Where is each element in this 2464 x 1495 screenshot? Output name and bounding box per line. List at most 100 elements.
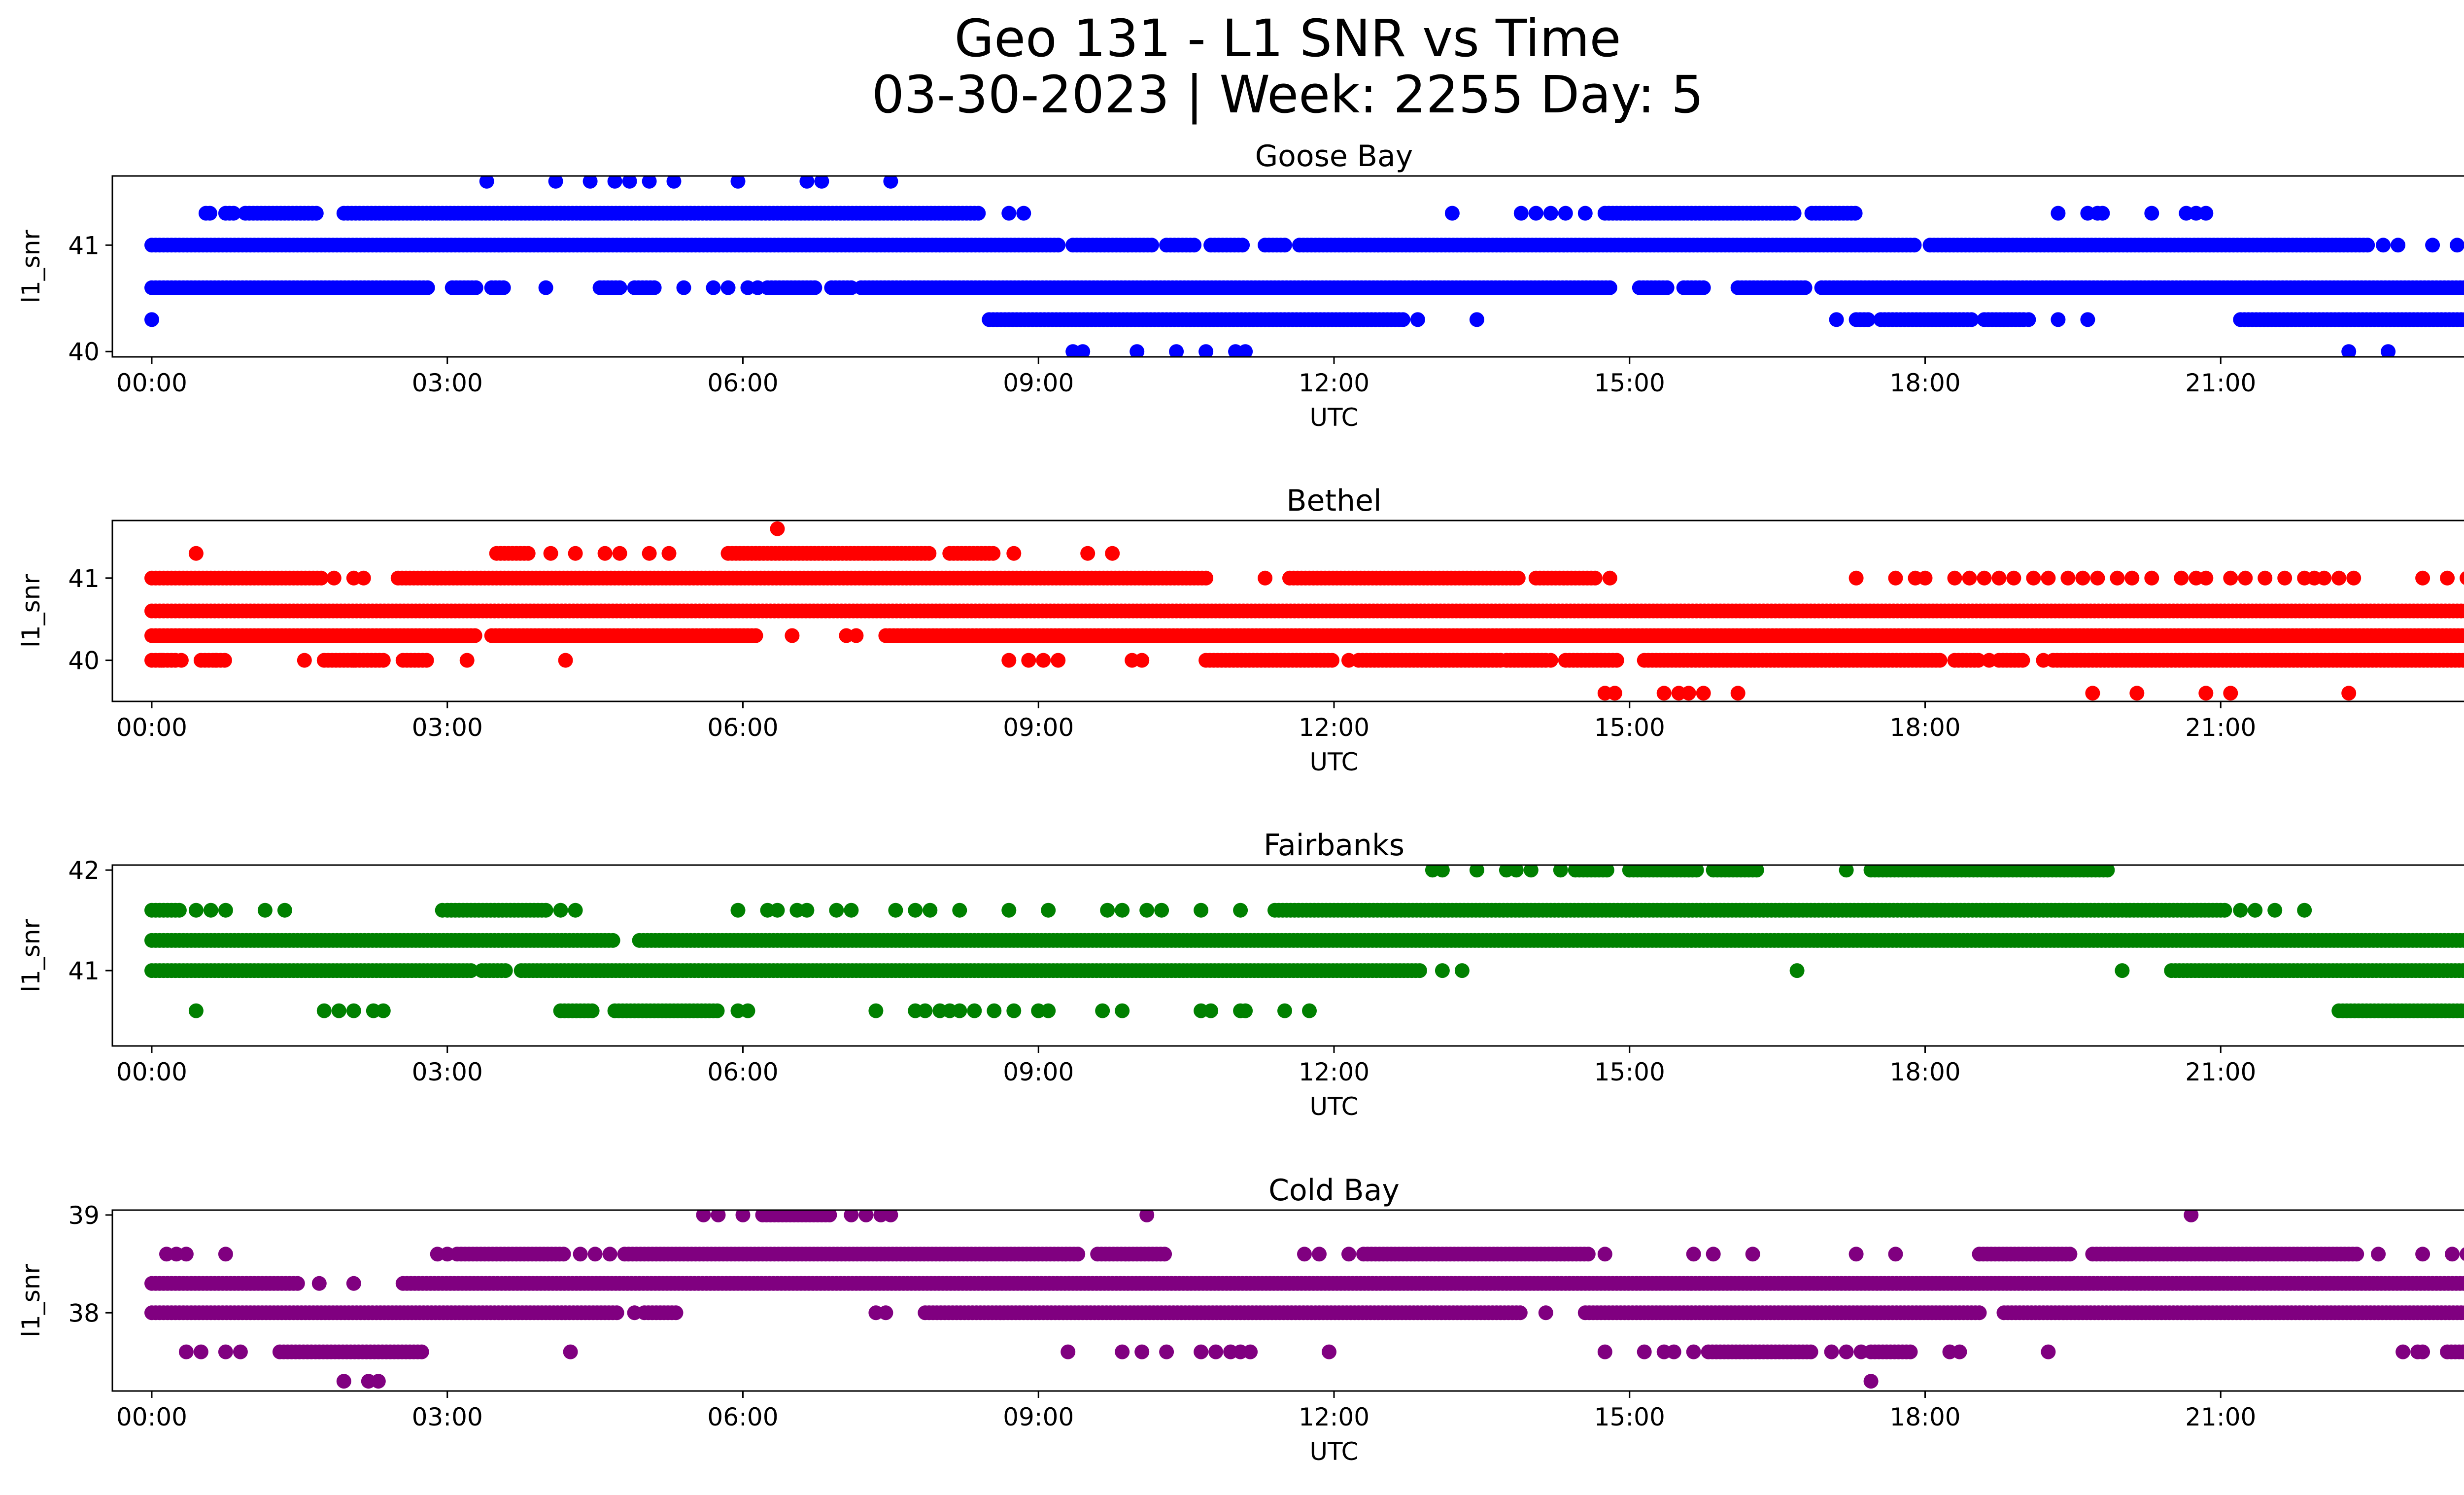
panel-fairbanks: 00:00 03:00 06:00 09:00 12:00 15:00 18:00 21:00… <box>17 828 2464 1121</box>
data-point <box>597 546 613 561</box>
data-point <box>2258 570 2273 586</box>
data-point <box>1848 570 1864 586</box>
data-point <box>1786 206 1802 221</box>
data-point <box>1848 206 1863 221</box>
data-point <box>1233 903 1248 918</box>
data-point <box>376 653 391 668</box>
data-point <box>1932 653 1948 668</box>
data-point <box>1982 653 1997 668</box>
x-tick-label: 12:00 <box>1299 369 1369 397</box>
y-tick-label: 40 <box>68 338 100 366</box>
data-point <box>538 903 553 918</box>
data-point <box>173 653 189 668</box>
data-point <box>1602 570 1617 586</box>
x-tick-label: 09:00 <box>1003 713 1074 742</box>
data-point <box>642 546 657 561</box>
data-point <box>1681 686 1696 701</box>
data-points-bethel <box>144 521 2464 701</box>
y-axis-label: l1_snr <box>17 574 45 648</box>
data-point <box>799 903 815 918</box>
data-point <box>952 903 967 918</box>
data-point <box>922 546 937 561</box>
data-point <box>1543 206 1558 221</box>
data-point <box>2267 903 2283 918</box>
data-point <box>1075 344 1091 357</box>
data-point <box>1194 903 1209 918</box>
data-point <box>1689 865 1704 878</box>
data-point <box>2223 686 2238 701</box>
x-tick-label: 18:00 <box>1889 713 1960 742</box>
data-point <box>1412 963 1427 978</box>
data-point <box>849 628 864 643</box>
data-point <box>2110 570 2125 586</box>
data-point <box>1523 865 1539 878</box>
data-point <box>1659 280 1675 295</box>
data-point <box>2317 570 2332 586</box>
x-axis-label: UTC <box>1309 403 1358 432</box>
data-point <box>202 206 217 221</box>
x-tick-label: 06:00 <box>707 369 778 397</box>
data-point <box>1139 903 1155 918</box>
data-point <box>2463 631 2464 640</box>
data-point <box>1051 238 1066 253</box>
data-point <box>356 570 371 586</box>
x-tick-label: 15:00 <box>1594 369 1665 397</box>
data-point <box>1435 865 1450 878</box>
data-point <box>313 570 329 586</box>
data-point <box>1277 238 1292 253</box>
data-point <box>1198 570 1214 586</box>
data-point <box>582 176 598 189</box>
data-point <box>2381 344 2396 357</box>
data-point <box>2376 238 2391 253</box>
data-point <box>2036 653 2051 668</box>
data-points-goose-bay <box>144 176 2464 357</box>
data-point <box>2331 570 2347 586</box>
data-point <box>1602 280 1617 295</box>
data-point <box>1341 653 1356 668</box>
data-point <box>520 546 536 561</box>
data-point <box>908 903 923 918</box>
data-point <box>844 903 859 918</box>
data-point <box>814 176 829 189</box>
data-point <box>2144 570 2159 586</box>
data-point <box>1134 653 1150 668</box>
data-point <box>2238 570 2253 586</box>
data-point <box>1907 238 1922 253</box>
data-point <box>2129 686 2145 701</box>
data-point <box>171 903 187 918</box>
data-point <box>1100 903 1115 918</box>
data-point <box>1577 206 1593 221</box>
data-point <box>2198 686 2214 701</box>
data-point <box>1395 312 1410 327</box>
data-point <box>203 903 218 918</box>
data-point <box>188 546 204 561</box>
data-point <box>2198 206 2214 221</box>
data-point <box>923 903 938 918</box>
data-point <box>226 206 241 221</box>
data-point <box>661 546 677 561</box>
data-point <box>1129 344 1145 357</box>
data-point <box>2341 344 2357 357</box>
data-point <box>2090 570 2105 586</box>
data-point <box>1041 903 1056 918</box>
figure-title-line-1: Geo 131 - L1 SNR vs Time <box>954 8 1621 69</box>
data-point <box>498 963 513 978</box>
data-point <box>647 280 662 295</box>
data-point <box>2277 570 2293 586</box>
x-tick-label: 18:00 <box>1889 369 1960 397</box>
y-tick-label: 40 <box>68 647 100 675</box>
data-point <box>1696 686 1711 701</box>
data-point <box>971 206 986 221</box>
data-point <box>1599 865 1614 878</box>
data-point <box>2124 570 2140 586</box>
x-axis-label: UTC <box>1309 748 1358 776</box>
data-point <box>730 176 746 189</box>
data-point <box>1696 280 1711 295</box>
data-point <box>2458 312 2464 327</box>
y-axis-label: l1_snr <box>17 230 45 303</box>
data-point <box>1469 312 1484 327</box>
data-point <box>1144 238 1160 253</box>
x-tick-label: 21:00 <box>2185 369 2256 397</box>
data-point <box>2026 570 2041 586</box>
data-point <box>1115 903 1130 918</box>
